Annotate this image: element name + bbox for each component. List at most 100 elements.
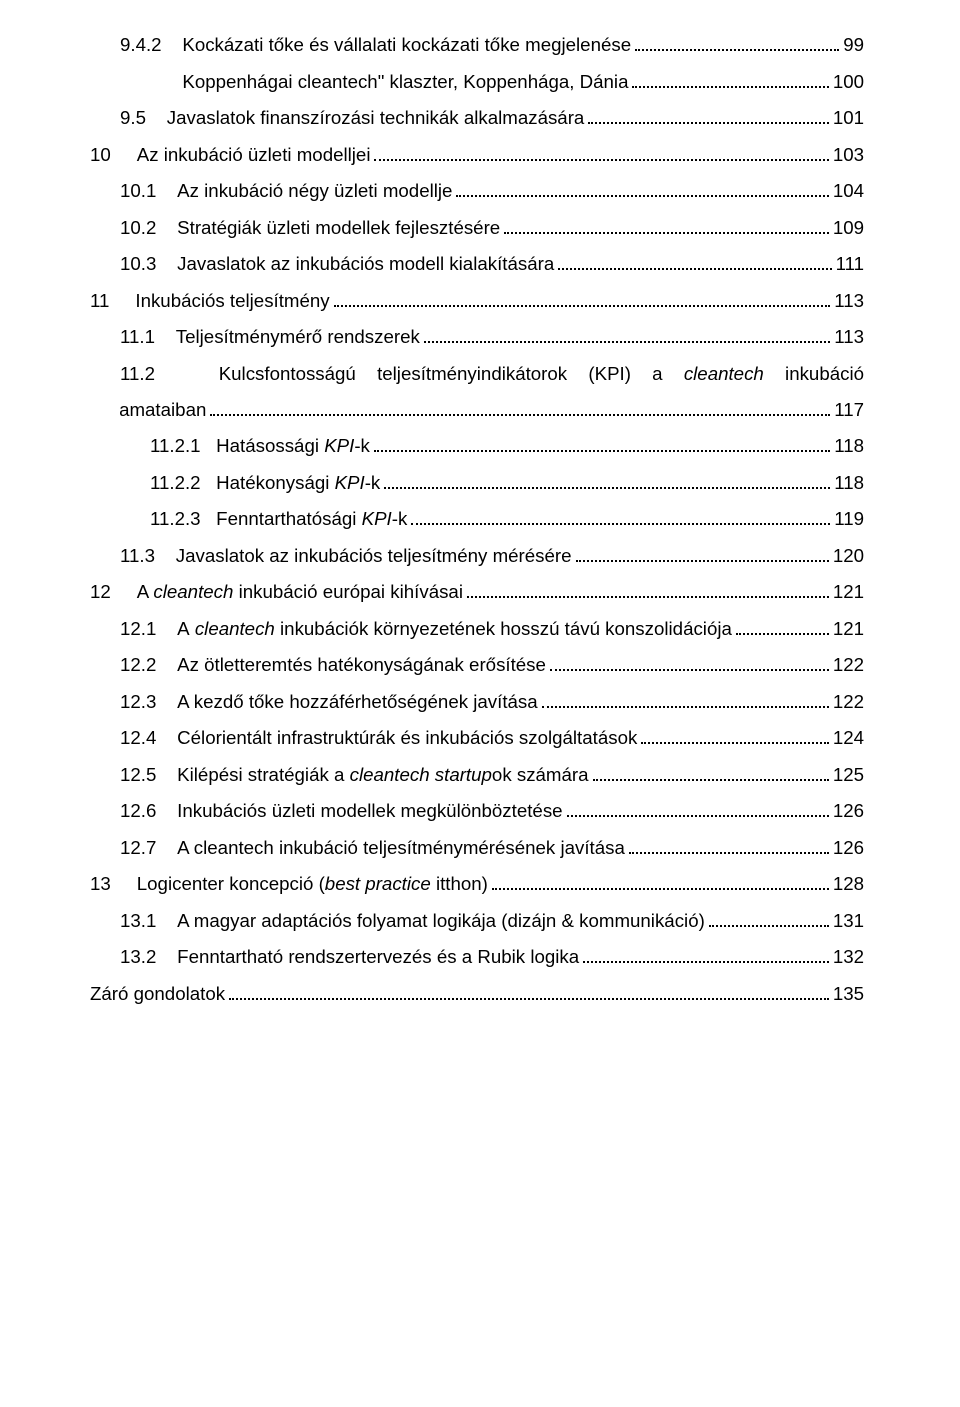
- toc-leader: [583, 950, 829, 963]
- toc-number: 10.2: [120, 219, 156, 238]
- toc-leader: [334, 293, 831, 306]
- toc-leader: [632, 74, 828, 87]
- toc-gap: [156, 656, 177, 675]
- toc-number: 13: [90, 875, 111, 894]
- toc-label: Javaslatok finanszírozási technikák alka…: [167, 109, 585, 128]
- toc-leader: [709, 914, 829, 927]
- toc-entry: 9.4.2 Kockázati tőke és vállalati kockáz…: [90, 36, 864, 55]
- toc-number: 12.6: [120, 802, 156, 821]
- toc-label: Az ötletteremtés hatékonyságának erősíté…: [177, 656, 546, 675]
- toc-leader: [629, 841, 829, 854]
- toc-label: Az inkubáció üzleti modelljei: [137, 146, 371, 165]
- toc-label: A magyar adaptációs folyamat logikája (d…: [177, 912, 705, 931]
- toc-page: 126: [833, 802, 864, 821]
- toc-leader: [542, 695, 829, 708]
- toc-gap: [156, 912, 177, 931]
- toc-entry: 12 A cleantech inkubáció európai kihívás…: [90, 583, 864, 602]
- toc-gap: [109, 292, 135, 311]
- toc-page: 128: [833, 875, 864, 894]
- toc-leader: [593, 768, 829, 781]
- toc-label: Inkubációs üzleti modellek megkülönbözte…: [177, 802, 562, 821]
- toc-gap: [155, 547, 176, 566]
- toc-label: Kockázati tőke és vállalati kockázati tő…: [182, 36, 631, 55]
- toc-page: 117: [834, 401, 864, 420]
- toc-leader: [374, 439, 830, 452]
- toc-leader: [210, 403, 830, 416]
- toc-entry: 12.7 A cleantech inkubáció teljesítménym…: [90, 839, 864, 858]
- toc-page: 113: [834, 328, 864, 347]
- toc-page: 131: [833, 912, 864, 931]
- toc-gap: [156, 255, 177, 274]
- toc-page: 100: [833, 73, 864, 92]
- toc-label: Fenntartható rendszertervezés és a Rubik…: [177, 948, 579, 967]
- toc-page: 120: [833, 547, 864, 566]
- toc-page: 124: [833, 729, 864, 748]
- toc-leader: [588, 111, 828, 124]
- toc-label: Logicenter koncepció (best practice itth…: [137, 875, 488, 894]
- toc-label: Záró gondolatok: [90, 985, 225, 1004]
- toc-number: 11.1: [120, 328, 155, 347]
- toc-gap: [156, 729, 177, 748]
- toc-entry: 9.4.2 Koppenhágai cleantech" klaszter, K…: [90, 73, 864, 92]
- toc-label: Hatásossági KPI-k: [216, 437, 370, 456]
- toc-gap: [201, 474, 217, 493]
- toc-gap: [156, 182, 177, 201]
- toc-entry: 12.1 A cleantech inkubációk környezeténe…: [90, 620, 864, 639]
- toc-gap: [111, 146, 137, 165]
- toc-number: 12.4: [120, 729, 156, 748]
- toc-entry: 11.3 Javaslatok az inkubációs teljesítmé…: [90, 547, 864, 566]
- toc-gap: [156, 839, 177, 858]
- toc-leader: [456, 184, 828, 197]
- toc-entry: Záró gondolatok135: [90, 985, 864, 1004]
- toc-entry: 11.2.2 Hatékonysági KPI-k118: [90, 474, 864, 493]
- toc-leader: [504, 220, 829, 233]
- toc-label: A cleantech inkubáció európai kihívásai: [137, 583, 463, 602]
- toc-entry: 12.5 Kilépési stratégiák a cleantech sta…: [90, 766, 864, 785]
- toc-leader: [384, 476, 830, 489]
- toc-label: Inkubációs teljesítmény: [135, 292, 329, 311]
- toc-number: 12: [90, 583, 111, 602]
- toc-label: Kilépési stratégiák a cleantech startupo…: [177, 766, 588, 785]
- toc-number: 12.1: [120, 620, 156, 639]
- toc-label: Javaslatok az inkubációs teljesítmény mé…: [176, 547, 572, 566]
- toc-entry-line2: folyamataiban117: [120, 401, 864, 420]
- toc-page: 121: [833, 583, 864, 602]
- toc-page: 113: [834, 292, 864, 311]
- toc-label: Javaslatok az inkubációs modell kialakít…: [177, 255, 554, 274]
- toc-page: 101: [833, 109, 864, 128]
- toc-entry: 12.6 Inkubációs üzleti modellek megkülön…: [90, 802, 864, 821]
- toc-gap: [156, 219, 177, 238]
- toc-number: 10: [90, 146, 111, 165]
- toc-number: 11.2.1: [150, 437, 201, 456]
- toc-gap: [156, 948, 177, 967]
- toc-gap: [201, 510, 217, 529]
- toc-label: A cleantech inkubációk környezetének hos…: [177, 620, 732, 639]
- toc-gap: [156, 693, 177, 712]
- toc-gap: [156, 620, 177, 639]
- toc-entry-line1: 11.2 Kulcsfontosságú teljesítményindikát…: [120, 365, 864, 384]
- toc-gap: [111, 875, 137, 894]
- toc-page: 99: [843, 36, 864, 55]
- toc-entry: 10.2 Stratégiák üzleti modellek fejleszt…: [90, 219, 864, 238]
- toc-page: 109: [833, 219, 864, 238]
- toc-number: 13.1: [120, 912, 156, 931]
- toc-leader: [411, 512, 830, 525]
- toc-leader: [424, 330, 830, 343]
- toc-label: Teljesítménymérő rendszerek: [176, 328, 420, 347]
- toc-gap: [156, 766, 177, 785]
- toc-label: A cleantech inkubáció teljesítménymérésé…: [177, 839, 625, 858]
- toc-gap: [162, 73, 183, 92]
- toc-leader: [374, 147, 828, 160]
- toc-label: Hatékonysági KPI-k: [216, 474, 380, 493]
- toc-leader: [558, 257, 831, 270]
- toc-page: 122: [833, 693, 864, 712]
- toc-page: 126: [833, 839, 864, 858]
- toc-number: 11.2.2: [150, 474, 201, 493]
- toc-entry: 12.2 Az ötletteremtés hatékonyságának er…: [90, 656, 864, 675]
- toc-label: Koppenhágai cleantech" klaszter, Koppenh…: [182, 73, 628, 92]
- toc-entry: 12.4 Célorientált infrastruktúrák és ink…: [90, 729, 864, 748]
- toc-entry: 11 Inkubációs teljesítmény113: [90, 292, 864, 311]
- toc-number: 9.5: [120, 109, 146, 128]
- toc-entry: 13.1 A magyar adaptációs folyamat logiká…: [90, 912, 864, 931]
- toc-number: 12.5: [120, 766, 156, 785]
